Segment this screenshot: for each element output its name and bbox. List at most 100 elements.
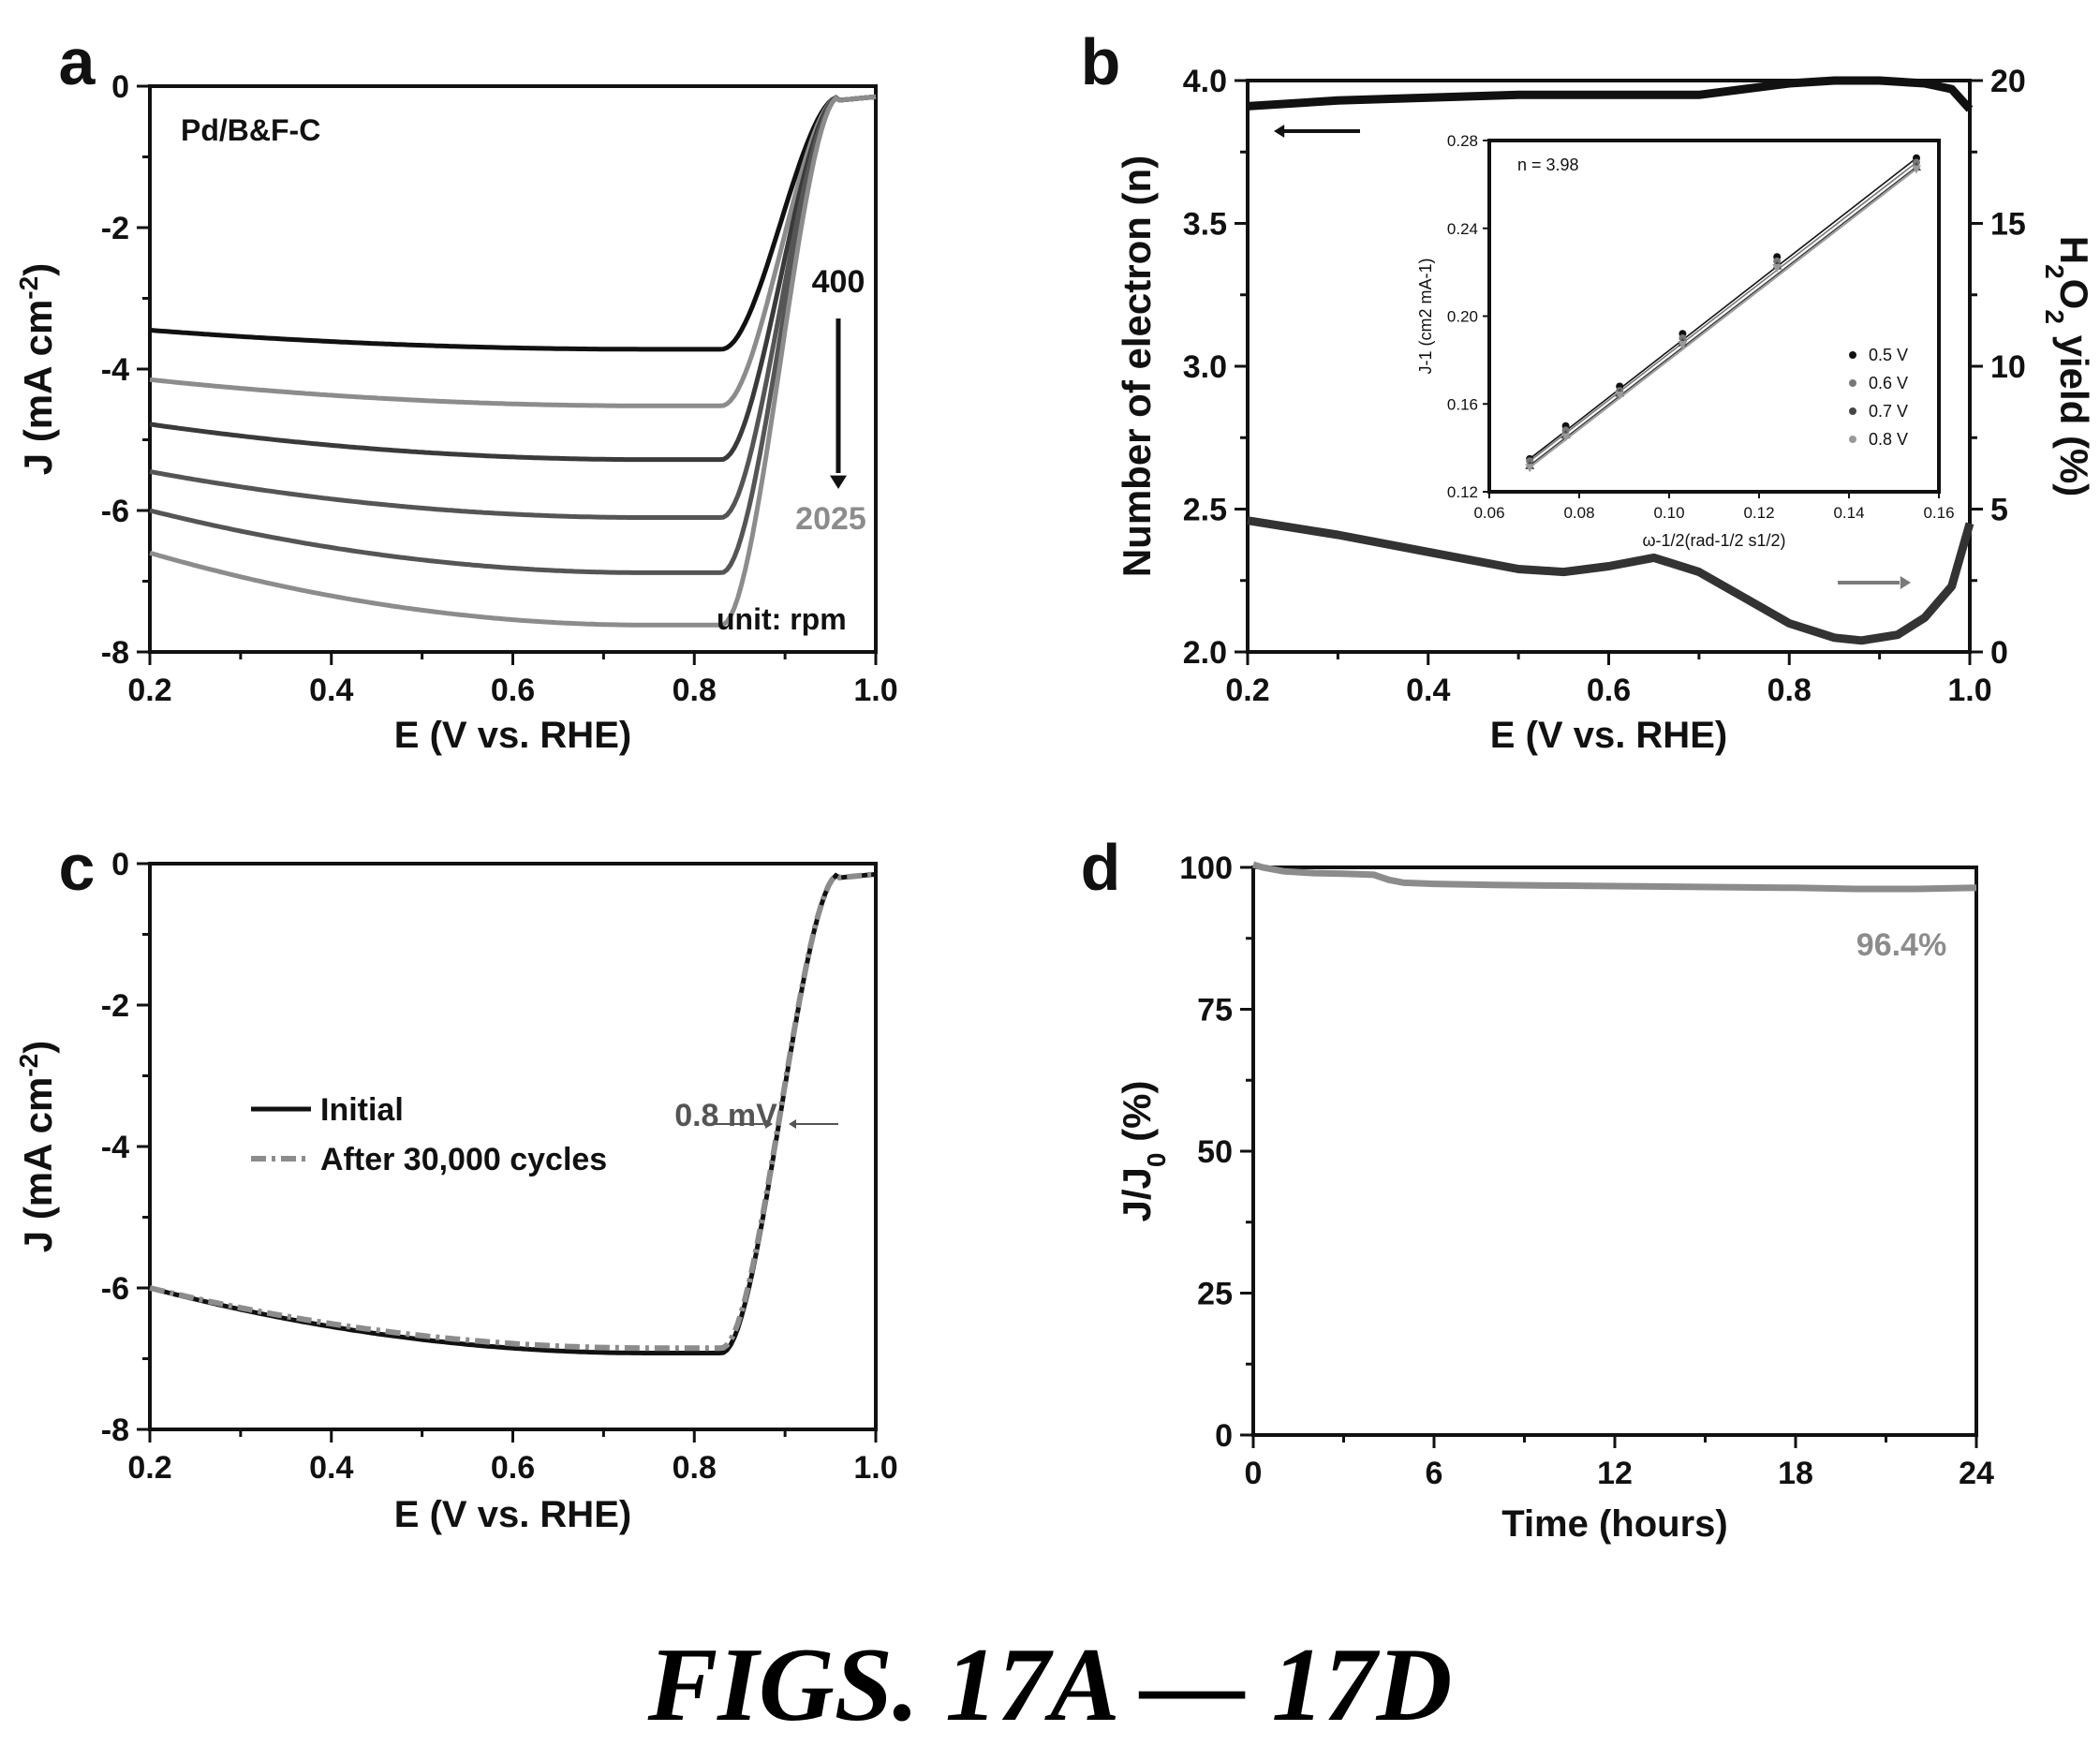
panel-b-right-ytick-label: 10 — [1990, 349, 2026, 385]
panel-c-series-after — [149, 871, 877, 1352]
panel-b-left-ytick-label: 2.0 — [1183, 635, 1227, 671]
panel-c-ytick-label: 0 — [111, 847, 129, 882]
panel-b-left-ytick-label: 3.0 — [1183, 349, 1227, 385]
panel-c-xtick-label: 0.2 — [127, 1450, 171, 1486]
panel-d-ylabel: J/J0 (%) — [1115, 1081, 1171, 1222]
panel-b-inset-annotation: n = 3.98 — [1517, 155, 1579, 174]
panel-b-right-ytick-label: 20 — [1990, 64, 2026, 99]
panel-b-xtick-label: 1.0 — [1947, 673, 1991, 708]
panel-d-xtick-label: 18 — [1778, 1456, 1813, 1491]
panel-b-series-h2o2 — [1247, 516, 1974, 645]
panel-a-unit-label: unit: rpm — [717, 602, 847, 636]
panel-b-inset-fit-3 — [1529, 166, 1917, 466]
panel-d-ytick-label: 0 — [1215, 1418, 1233, 1454]
panel-b-ylabel-right: H2O2 yield (%) — [2041, 236, 2097, 497]
panel-b-series-n — [1247, 76, 1974, 112]
panel-b-inset-legend-marker — [1849, 351, 1856, 359]
panel-d-ytick-label: 25 — [1197, 1277, 1233, 1312]
panel-a-xtick-label: 0.4 — [309, 673, 353, 708]
panel-d-letter: d — [1081, 831, 1121, 904]
panel-a-letter: a — [59, 25, 96, 98]
panel-a-xtick-label: 0.2 — [127, 673, 171, 708]
panel-a-ytick-label: 0 — [111, 69, 129, 105]
panel-c-xtick-label: 1.0 — [853, 1450, 897, 1486]
panel-b-inset-legend-marker — [1849, 379, 1856, 387]
panel-b-inset-legend-marker — [1849, 436, 1856, 443]
panel-c-xtick-label: 0.8 — [673, 1450, 717, 1486]
panel-b-arrow-left-head — [1274, 125, 1285, 138]
panel-a-ytick-label: -2 — [101, 211, 129, 246]
panel-b-inset-fit-2 — [1529, 161, 1917, 462]
panel-b-inset-legend-label: 0.8 V — [1869, 430, 1908, 449]
panel-b-inset-xlabel: ω-1/2(rad-1/2 s1/2) — [1642, 531, 1785, 550]
panel-b-inset-legend-marker — [1849, 407, 1856, 415]
panel-a-ytick-label: -6 — [101, 494, 129, 529]
panel-d-xlabel: Time (hours) — [1501, 1503, 1728, 1545]
panel-a-rpm-start: 400 — [812, 264, 865, 300]
panel-b-right-ytick-label: 5 — [1990, 493, 2008, 528]
panel-b-right-ytick-label: 15 — [1990, 207, 2026, 243]
panel-a-xtick-label: 0.8 — [673, 673, 717, 708]
panel-a-series-4 — [149, 94, 877, 520]
panel-b-inset-point — [1615, 391, 1625, 400]
panel-d-ytick-label: 100 — [1179, 851, 1233, 886]
panel-c-annot-arrow-right-head — [789, 1119, 796, 1129]
panel-c-ytick-label: -2 — [101, 988, 129, 1024]
panel-b-ylabel-left: Number of electron (n) — [1115, 155, 1159, 577]
panel-d-ytick-label: 50 — [1197, 1134, 1233, 1170]
panel-a-series-1 — [149, 94, 877, 352]
panel-b-inset-legend-label: 0.7 V — [1869, 402, 1908, 421]
panel-b-inset-fit-1 — [1529, 157, 1917, 460]
panel-b-inset-ytick-label: 0.28 — [1447, 132, 1478, 150]
panel-b-inset-point — [1525, 464, 1535, 473]
panel-b-xlabel: E (V vs. RHE) — [1490, 715, 1727, 756]
panel-c-ytick-label: -6 — [101, 1271, 129, 1307]
panel-b-inset-ytick-label: 0.20 — [1447, 308, 1478, 326]
panel-b-xtick-label: 0.2 — [1225, 673, 1269, 708]
panel-d-xtick-label: 12 — [1597, 1456, 1633, 1491]
panel-a-xtick-label: 0.6 — [491, 673, 535, 708]
panel-a-xtick-label: 1.0 — [853, 673, 897, 708]
panel-c-annotation: 0.8 mV — [674, 1098, 777, 1133]
panel-b-inset-point — [1912, 165, 1921, 174]
panel-a-series-3 — [149, 94, 877, 463]
panel-b-inset-xtick-label: 0.06 — [1473, 504, 1504, 522]
panel-a-series-6 — [149, 94, 877, 628]
panel-b-inset-point — [1560, 433, 1571, 442]
panel-d-xtick-label: 24 — [1959, 1456, 1994, 1491]
panel-b-inset-legend-label: 0.5 V — [1869, 346, 1908, 364]
panel-a-xlabel: E (V vs. RHE) — [394, 715, 631, 756]
panel-b-inset-xtick-label: 0.12 — [1743, 504, 1774, 522]
panel-a-sample-label: Pd/B&F-C — [181, 113, 320, 147]
panel-b-inset-xtick-label: 0.10 — [1653, 504, 1684, 522]
panel-b-inset-point — [1772, 263, 1782, 273]
panel-b-inset-legend-label: 0.6 V — [1869, 374, 1908, 392]
panel-b-xtick-label: 0.4 — [1406, 673, 1450, 708]
panel-b-inset-xtick-label: 0.08 — [1563, 504, 1594, 522]
panel-b-right-ytick-label: 0 — [1990, 635, 2008, 671]
panel-d-ytick-label: 75 — [1197, 993, 1233, 1028]
figure-caption: FIGS. 17A — 17D — [647, 1627, 1453, 1743]
panel-b-left-ytick-label: 2.5 — [1183, 493, 1227, 528]
panel-a-series-2 — [149, 94, 877, 408]
panel-b-xtick-label: 0.8 — [1767, 673, 1812, 708]
panel-c-ytick-label: -8 — [101, 1413, 129, 1448]
panel-b-arrow-right-head — [1900, 576, 1911, 589]
panel-a-ylabel: J (mA cm-2) — [14, 263, 61, 475]
panel-c-xlabel: E (V vs. RHE) — [394, 1494, 631, 1535]
panel-b-inset-point — [1678, 340, 1688, 349]
panel-c-letter: c — [59, 831, 96, 904]
panel-d-annotation: 96.4% — [1856, 927, 1946, 963]
panel-b-left-ytick-label: 3.5 — [1183, 207, 1227, 243]
panel-c-xtick-label: 0.6 — [491, 1450, 535, 1486]
panel-b-left-ytick-label: 4.0 — [1183, 64, 1227, 99]
panel-b-inset-fit-4 — [1529, 168, 1917, 468]
panel-a-series-5 — [149, 94, 877, 575]
panel-a-ytick-label: -8 — [101, 635, 129, 671]
panel-c-legend-label-after: After 30,000 cycles — [320, 1142, 607, 1177]
panel-b-letter: b — [1081, 25, 1121, 98]
panel-d-series — [1251, 861, 1977, 893]
panel-b-xtick-label: 0.6 — [1587, 673, 1631, 708]
panel-a-ytick-label: -4 — [101, 352, 129, 388]
